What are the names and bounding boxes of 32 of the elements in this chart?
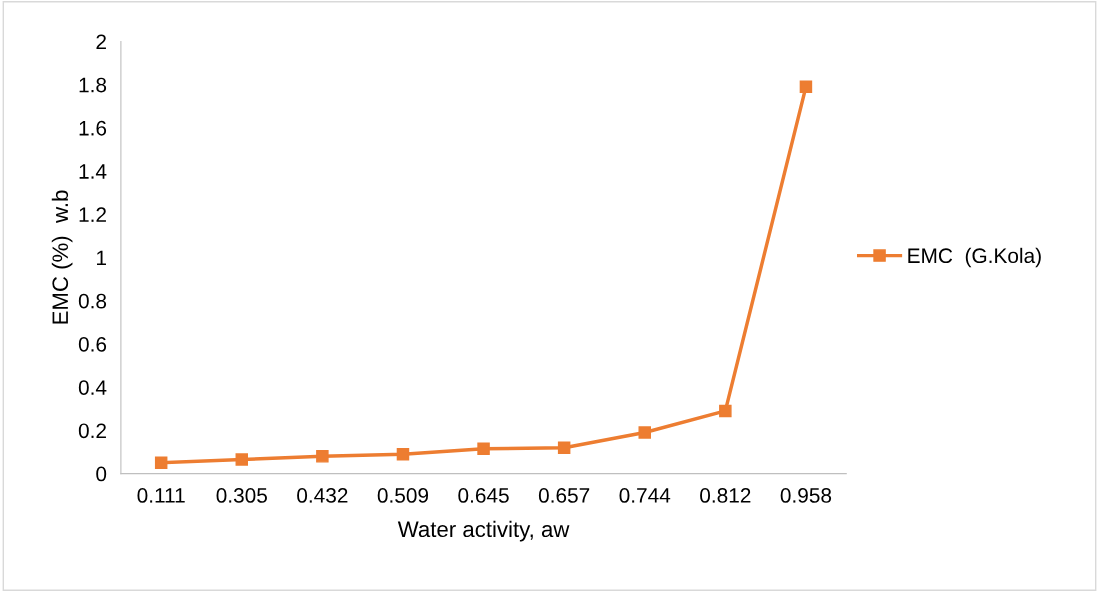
x-tick-label: 0.111: [137, 488, 185, 503]
point: [396, 447, 410, 461]
point: [477, 442, 490, 456]
y-tick-label: 0.2: [78, 423, 106, 439]
x-tick-label: 0.645: [458, 488, 509, 503]
y-tick-label: 0.4: [78, 380, 107, 395]
x-tick-label: 0.744: [619, 488, 671, 503]
y-tick-label: 0.6: [78, 336, 107, 352]
point: [799, 80, 813, 94]
y-tick-label: 0.8: [78, 293, 107, 309]
point: [316, 450, 329, 463]
y-tick-label: 2: [96, 34, 106, 49]
x-tick-label: 0.657: [538, 488, 590, 503]
x-tick-label: 0.958: [780, 488, 832, 503]
x-tick-label: 0.812: [700, 488, 751, 503]
point: [235, 453, 249, 466]
y-tick-label: 1.4: [79, 164, 107, 179]
y-tick-label: 1.8: [79, 77, 107, 93]
x-axis-title: Water activity, aw: [397, 520, 570, 542]
point: [719, 404, 732, 418]
x-tick-label: 0.432: [297, 488, 348, 503]
y-tick-label: 1.2: [79, 207, 106, 222]
y-tick-label: 1: [97, 250, 106, 266]
point: [557, 441, 571, 454]
y-tick-label: 0: [96, 466, 107, 482]
y-axis-title: EMC (%) w.b: [51, 190, 73, 324]
x-tick-label: 0.305: [216, 488, 267, 503]
point: [154, 456, 168, 470]
legend-label: EMC (G.Kola): [908, 247, 1041, 268]
y-tick-label: 1.6: [79, 120, 107, 136]
x-tick-label: 0.509: [377, 488, 429, 503]
point: [638, 426, 651, 439]
